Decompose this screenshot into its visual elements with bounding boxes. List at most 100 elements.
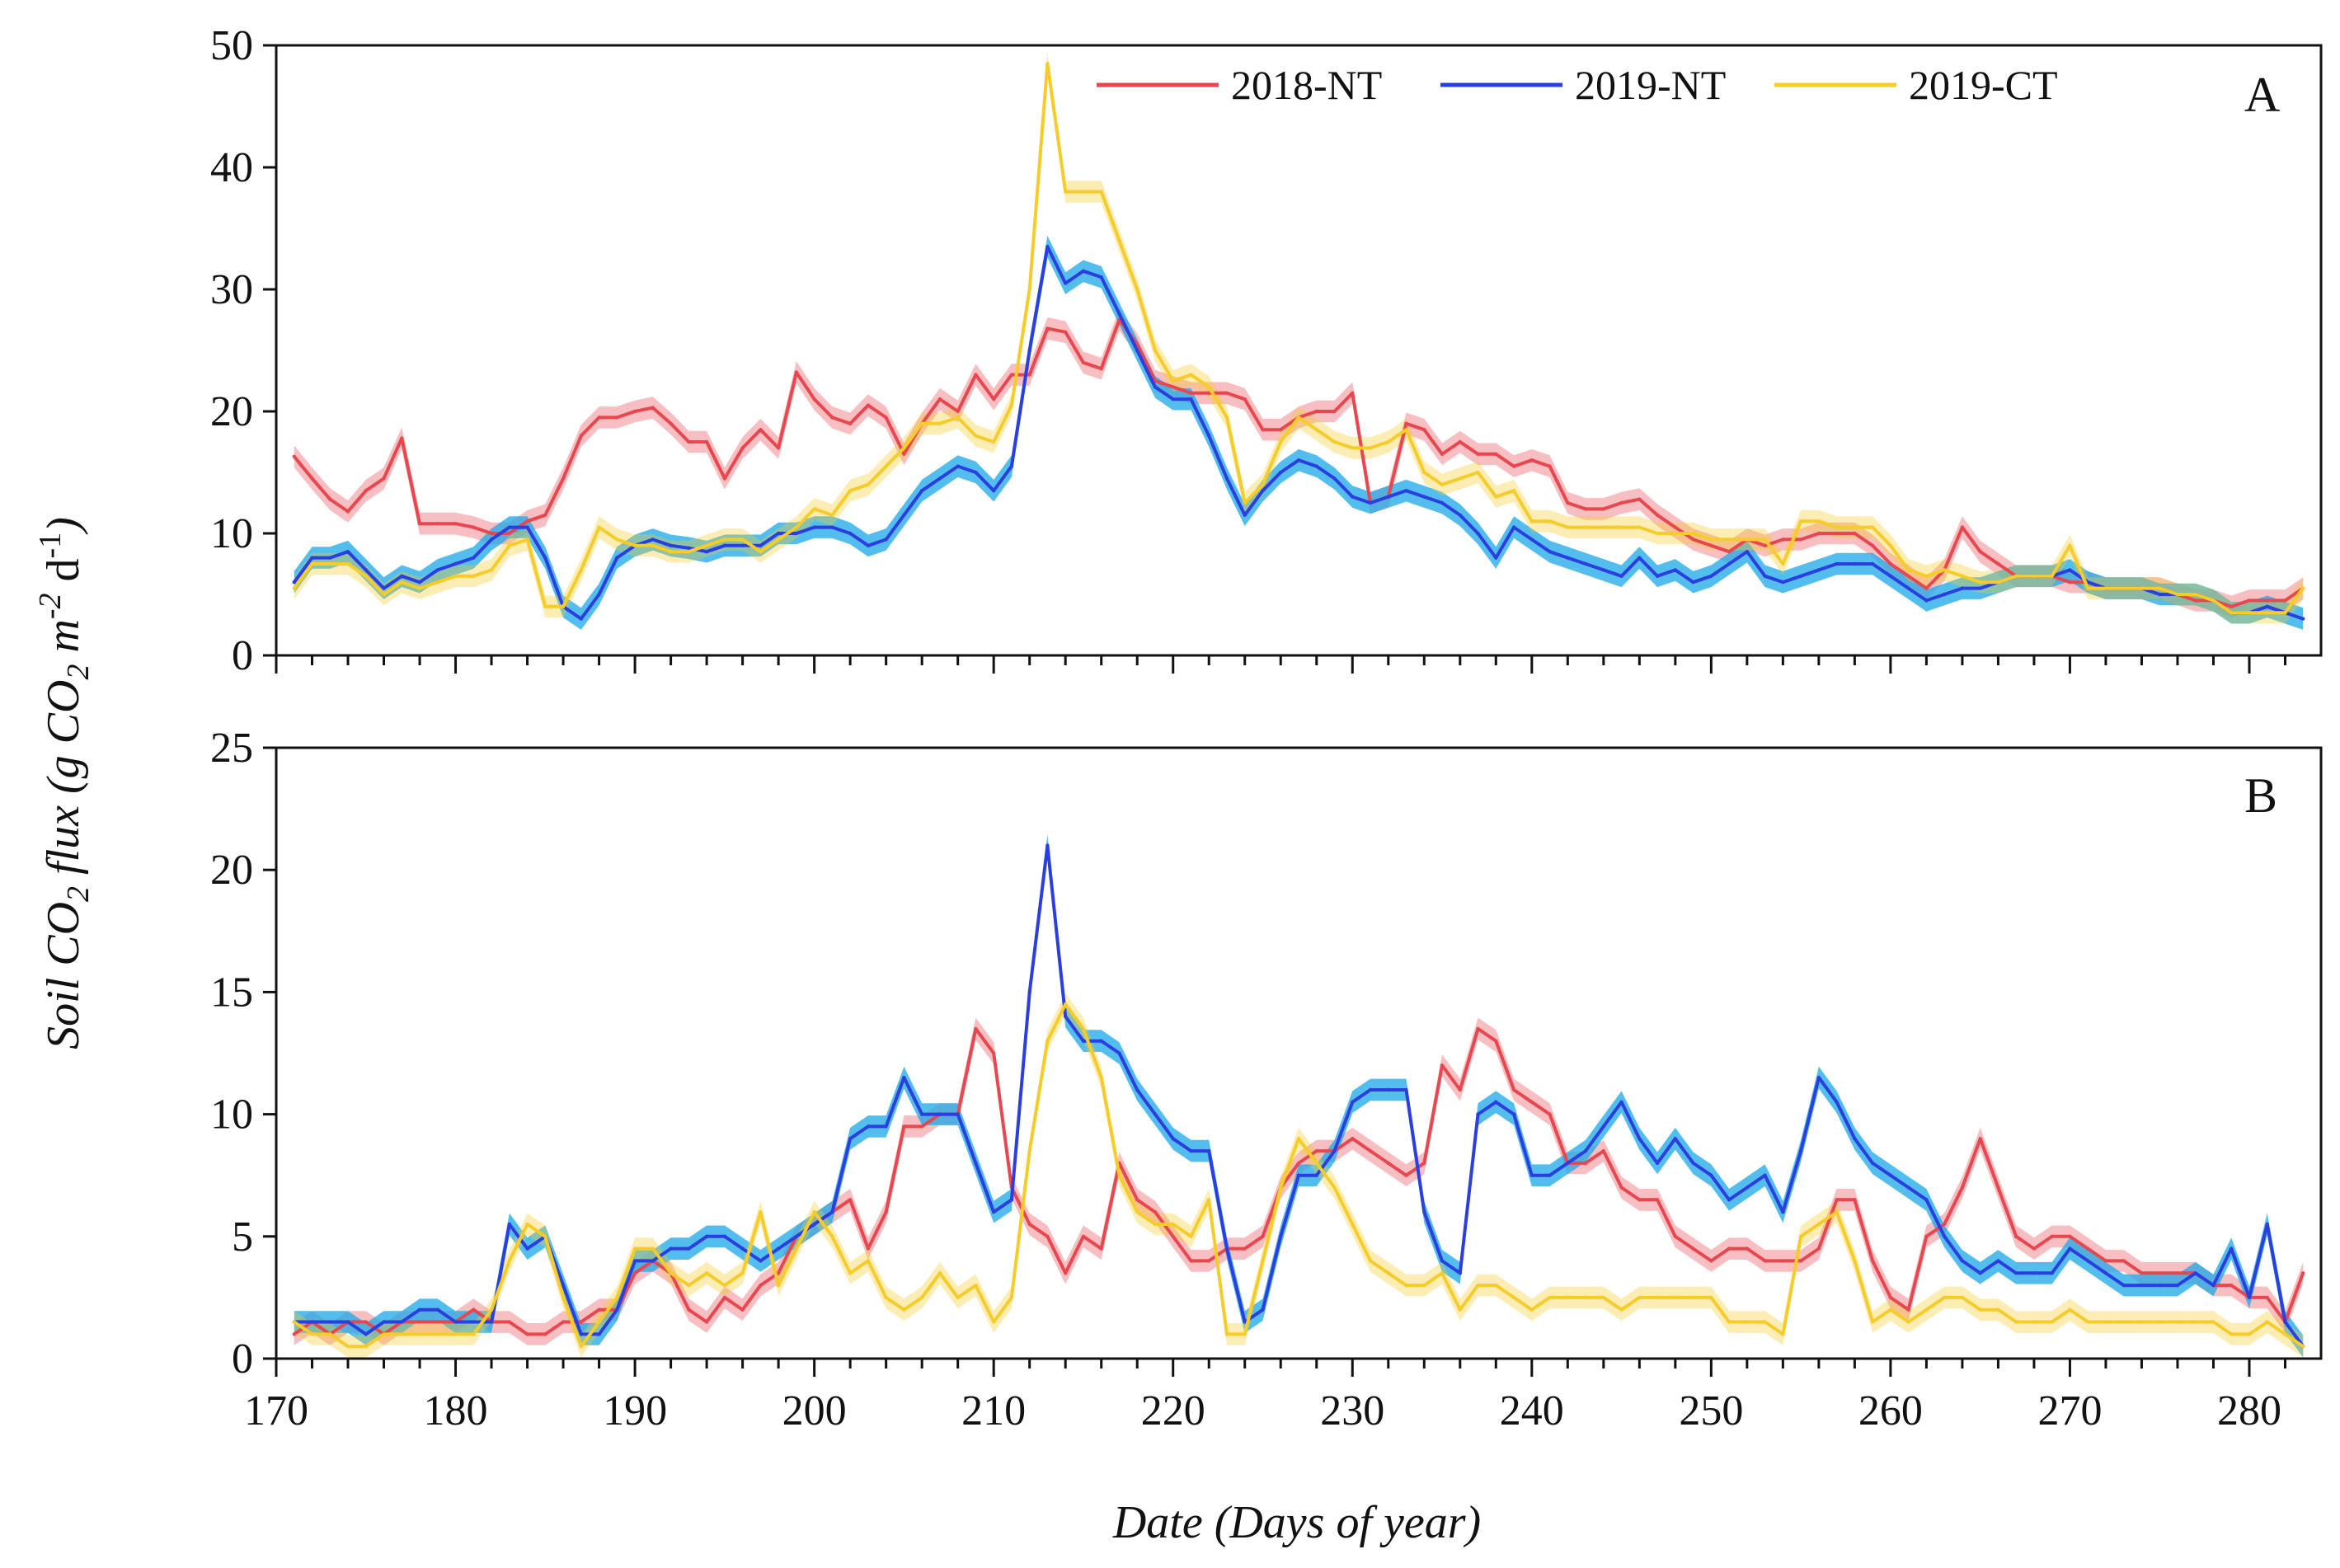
point-2019-ct-a (759, 550, 763, 554)
point-2018-nt-b (1781, 1259, 1785, 1263)
point-2019-ct-a (2068, 543, 2072, 547)
point-2019-ct-a (1888, 543, 1893, 547)
point-2019-ct-a (1727, 538, 1732, 542)
point-2019-ct-a (382, 592, 386, 597)
point-2019-ct-a (1906, 568, 1910, 572)
point-2019-ct-b (364, 1345, 368, 1349)
point-2019-ct-a (812, 507, 816, 511)
point-2019-ct-a (1691, 531, 1695, 536)
point-2019-nt-b (1943, 1234, 1947, 1239)
point-2018-nt-b (1386, 1161, 1391, 1166)
point-2018-nt-b (1314, 1148, 1319, 1153)
point-2018-nt-b (472, 1307, 476, 1312)
point-2019-nt-b (1853, 1137, 1857, 1141)
point-2019-ct-a (830, 513, 834, 517)
point-2019-ct-b (579, 1345, 583, 1349)
point-2019-nt-a (1153, 385, 1158, 389)
point-2019-ct-b (920, 1295, 924, 1300)
point-2018-nt-a (1261, 428, 1265, 432)
point-2019-nt-b (1835, 1100, 1839, 1105)
point-2019-nt-b (1924, 1198, 1929, 1202)
point-2019-nt-b (1691, 1161, 1695, 1166)
point-2019-ct-b (435, 1332, 439, 1336)
point-2019-nt-b (669, 1246, 673, 1251)
point-2019-ct-a (400, 580, 404, 584)
point-2018-nt-b (1368, 1148, 1373, 1153)
point-2018-nt-b (1619, 1185, 1623, 1190)
point-2018-nt-a (1440, 452, 1445, 456)
point-2019-nt-a (1960, 586, 1965, 590)
point-2019-ct-a (1494, 495, 1498, 499)
point-2019-ct-b (1314, 1161, 1319, 1166)
point-2019-nt-b (2103, 1271, 2108, 1275)
point-2018-nt-a (292, 454, 296, 458)
point-2018-nt-b (1422, 1161, 1426, 1166)
point-2018-nt-a (1960, 525, 1965, 529)
point-2019-nt-b (1440, 1259, 1445, 1263)
point-2018-nt-b (1548, 1112, 1552, 1116)
point-2018-nt-b (1583, 1161, 1588, 1166)
plot-frame-b (275, 746, 2323, 1360)
point-2018-nt-b (561, 1320, 566, 1324)
point-2019-ct-b (1332, 1185, 1337, 1190)
point-2019-nt-b (830, 1210, 834, 1214)
point-2019-nt-b (1781, 1210, 1785, 1214)
point-2019-nt-b (974, 1161, 978, 1166)
point-2019-ct-b (794, 1246, 799, 1251)
point-2018-nt-a (1064, 330, 1068, 334)
point-2019-ct-a (1978, 580, 1982, 584)
point-2018-nt-a (1888, 561, 1893, 566)
point-2019-ct-b (1368, 1259, 1373, 1263)
point-2019-nt-b (1978, 1271, 1982, 1275)
point-2018-nt-a (1171, 385, 1175, 389)
point-2019-ct-a (1207, 385, 1211, 389)
point-2019-nt-a (382, 586, 386, 590)
point-2019-nt-a (1476, 531, 1480, 536)
point-2019-nt-a (1835, 561, 1839, 566)
point-2019-ct-a (704, 543, 709, 547)
point-2019-nt-a (345, 550, 350, 554)
point-2019-ct-a (1243, 500, 1247, 505)
x-axis-title: Date (Days of year) (1112, 1497, 1481, 1548)
point-2018-nt-b (1978, 1137, 1982, 1141)
point-2019-nt-a (1045, 245, 1050, 249)
point-2019-ct-a (884, 464, 888, 468)
point-2019-nt-b (1386, 1087, 1391, 1092)
point-2019-ct-a (1745, 538, 1750, 542)
point-2019-nt-b (1619, 1100, 1623, 1105)
point-2019-ct-b (1655, 1295, 1660, 1300)
point-2019-ct-b (1691, 1295, 1695, 1300)
point-2019-nt-b (1816, 1075, 1821, 1080)
point-2019-ct-b (937, 1271, 942, 1275)
point-2019-nt-b (1601, 1124, 1606, 1129)
point-2019-ct-a (328, 561, 332, 566)
point-2019-ct-b (2158, 1320, 2162, 1324)
point-2018-nt-a (382, 477, 386, 481)
point-2019-ct-b (1279, 1185, 1283, 1190)
point-2019-ct-a (1440, 482, 1445, 486)
point-2019-ct-a (1673, 531, 1678, 536)
point-2019-nt-a (1943, 592, 1947, 597)
point-2019-nt-a (1888, 574, 1893, 578)
point-2018-nt-b (507, 1320, 511, 1324)
point-2019-ct-b (687, 1283, 691, 1288)
point-2019-ct-b (2211, 1320, 2215, 1324)
point-2019-ct-a (1081, 190, 1086, 194)
point-2018-nt-b (1763, 1259, 1767, 1263)
point-2019-nt-a (1583, 561, 1588, 566)
point-2018-nt-a (1494, 452, 1498, 456)
point-2019-nt-a (992, 489, 996, 493)
point-2019-nt-a (704, 550, 709, 554)
point-2019-ct-b (2122, 1320, 2126, 1324)
point-2019-nt-b (2122, 1283, 2126, 1288)
point-2018-nt-a (453, 522, 458, 526)
point-2019-ct-a (2032, 574, 2037, 578)
point-2018-nt-b (364, 1320, 368, 1324)
point-2019-ct-a (597, 525, 601, 529)
point-2019-nt-a (1853, 561, 1857, 566)
point-2019-ct-b (1207, 1198, 1211, 1202)
point-2019-nt-b (1638, 1137, 1642, 1141)
point-2018-nt-a (669, 421, 673, 425)
point-2019-nt-b (2230, 1246, 2234, 1251)
point-2018-nt-b (1494, 1039, 1498, 1043)
